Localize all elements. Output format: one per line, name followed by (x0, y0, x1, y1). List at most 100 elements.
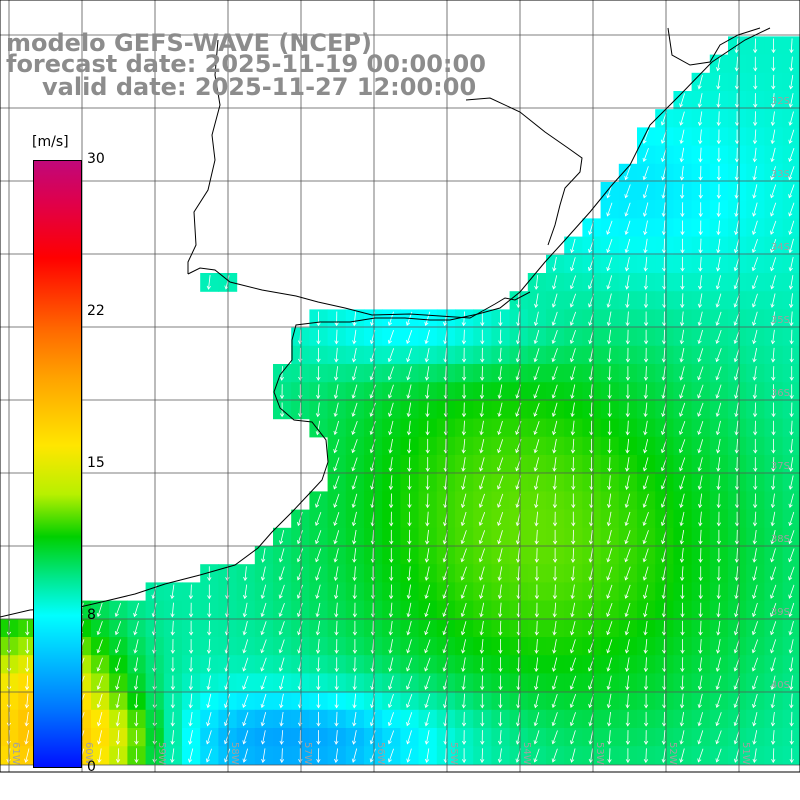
wind-arrow (679, 329, 685, 345)
wind-arrow (242, 657, 249, 672)
wind-arrow (188, 748, 194, 763)
wind-arrow (679, 548, 685, 563)
wind-arrow (207, 620, 212, 636)
wind-arrow (661, 184, 666, 199)
wind-arrow (115, 693, 120, 709)
wind-arrow (661, 238, 667, 254)
wind-arrow (788, 548, 795, 563)
wind-arrow (643, 602, 648, 618)
wind-arrow (698, 639, 703, 654)
wind-arrow (407, 548, 412, 563)
wind-arrow (589, 511, 594, 527)
wind-arrow (661, 602, 667, 618)
wind-arrow (351, 402, 358, 417)
wind-arrow (25, 620, 30, 636)
wind-arrow (316, 730, 321, 745)
wind-arrow (170, 602, 175, 618)
wind-arrow (625, 711, 630, 727)
wind-arrow (752, 602, 758, 618)
wind-arrow (771, 457, 776, 472)
wind-arrow (697, 93, 703, 108)
wind-arrow (424, 657, 431, 672)
wind-arrow (333, 548, 339, 563)
wind-arrow (134, 730, 139, 745)
uruguay-border (187, 39, 221, 274)
wind-arrow (334, 657, 339, 673)
wind-arrow (480, 693, 485, 709)
wind-arrow (679, 493, 685, 509)
wind-arrow (334, 693, 339, 709)
wind-arrow (369, 366, 376, 381)
wind-arrow (571, 493, 576, 509)
wind-arrow (388, 657, 394, 672)
wind-arrow (643, 657, 649, 673)
wind-arrow (206, 657, 211, 673)
wind-arrow (734, 529, 740, 545)
wind-arrow (351, 439, 358, 454)
wind-arrow (133, 657, 139, 672)
wind-arrow (206, 730, 212, 745)
wind-arrow (606, 657, 612, 672)
wind-arrow (770, 602, 777, 618)
wind-arrow (643, 402, 648, 418)
wind-arrow (752, 366, 757, 381)
wind-arrow (333, 511, 340, 527)
wind-arrow (480, 311, 485, 327)
wind-arrow (387, 329, 394, 345)
wind-arrow (788, 166, 795, 181)
wind-arrow (352, 639, 358, 654)
wind-arrow (424, 621, 431, 636)
wind-arrow (679, 693, 685, 709)
wind-arrow (569, 293, 577, 308)
wind-arrow (315, 530, 322, 545)
wind-arrow (407, 529, 412, 545)
wind-arrow (461, 748, 467, 764)
wind-arrow (607, 438, 612, 454)
wind-arrow (570, 384, 576, 399)
wind-arrow (716, 220, 721, 236)
wind-arrow (424, 730, 430, 745)
wind-arrow (643, 256, 648, 272)
wind-speed-field (0, 36, 800, 765)
wind-arrow (643, 238, 648, 254)
wind-arrow (315, 584, 321, 600)
wind-arrow (643, 748, 649, 764)
wind-arrow (552, 529, 558, 545)
wind-arrow (188, 639, 194, 654)
wind-arrow (315, 639, 321, 654)
wind-arrow (643, 420, 648, 436)
wind-arrow (643, 293, 649, 309)
wind-arrow (388, 639, 393, 654)
wind-arrow (461, 675, 466, 691)
wind-arrow (551, 384, 558, 399)
wind-arrow (734, 74, 740, 90)
wind-arrow (96, 657, 103, 672)
wind-arrow (734, 566, 739, 582)
wind-arrow (533, 420, 540, 436)
wind-arrow (733, 238, 740, 254)
wind-arrow (134, 711, 139, 727)
wind-arrow (642, 475, 649, 490)
wind-arrow (734, 111, 740, 127)
wind-arrow (697, 675, 703, 691)
wind-arrow (715, 693, 722, 709)
wind-arrow (643, 329, 649, 345)
wind-arrow (770, 621, 777, 636)
wind-arrow (733, 257, 740, 272)
wind-arrow (753, 420, 758, 436)
wind-arrow (369, 402, 376, 417)
wind-arrow (133, 675, 139, 691)
wind-arrow (315, 511, 322, 527)
wind-arrow (715, 420, 721, 436)
wind-arrow (334, 730, 339, 745)
wind-arrow (715, 348, 722, 363)
wind-arrow (625, 457, 630, 472)
wind-arrow (388, 402, 394, 417)
wind-arrow (460, 566, 467, 581)
lat-label: 33S (771, 169, 790, 180)
wind-arrow (770, 511, 776, 527)
wind-arrow (661, 748, 666, 763)
wind-arrow (497, 748, 503, 763)
wind-arrow (625, 748, 631, 764)
wind-arrow (770, 202, 777, 217)
